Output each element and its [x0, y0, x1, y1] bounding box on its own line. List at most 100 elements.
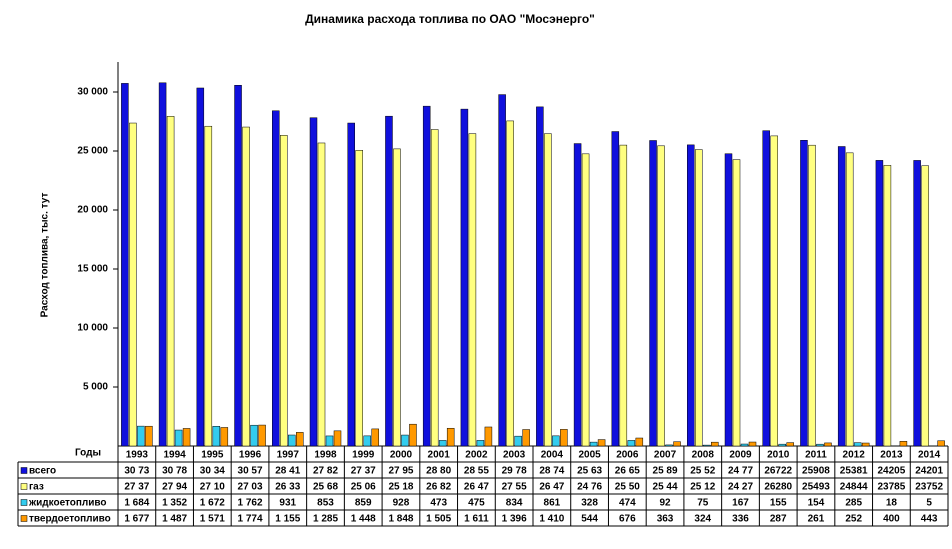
table-value: 25 68 [313, 482, 338, 493]
table-value: 1 448 [351, 514, 376, 525]
table-value: 1 155 [275, 514, 300, 525]
table-value: 26 82 [426, 482, 451, 493]
bar [334, 431, 341, 446]
table-value: 25 44 [653, 482, 678, 493]
bar [741, 444, 748, 446]
table-value: 25 89 [653, 466, 678, 477]
table-value: 24 27 [728, 482, 753, 493]
x-tick-label: 2009 [729, 450, 752, 461]
bar [544, 134, 551, 446]
y-tick-label: 5 000 [83, 382, 108, 393]
bar [183, 428, 190, 446]
bar [213, 426, 220, 446]
bar [385, 116, 392, 446]
table-value: 26722 [764, 466, 792, 477]
bar [272, 111, 279, 446]
x-tick-label: 2006 [616, 450, 639, 461]
table-value: 27 37 [124, 482, 149, 493]
x-tick-label: 1999 [352, 450, 375, 461]
table-value: 27 03 [238, 482, 263, 493]
table-value: 30 78 [162, 466, 187, 477]
table-value: 25 18 [388, 482, 413, 493]
bar [574, 144, 581, 446]
x-tick-label: 2010 [767, 450, 790, 461]
x-tick-label: 1994 [163, 450, 186, 461]
bar [129, 123, 136, 446]
bar [259, 425, 266, 446]
x-tick-label: 2003 [503, 450, 526, 461]
bar [598, 440, 605, 446]
table-value: 27 82 [313, 466, 338, 477]
table-value: 26 47 [539, 482, 564, 493]
table-value: 1 352 [162, 498, 187, 509]
table-value: 928 [393, 498, 410, 509]
bar [854, 443, 861, 446]
bar [439, 440, 446, 446]
table-value: 861 [544, 498, 561, 509]
bar [582, 154, 589, 446]
table-value: 544 [581, 514, 598, 525]
x-tick-label: 2004 [541, 450, 564, 461]
bar [423, 106, 430, 446]
x-tick-label: 1997 [277, 450, 300, 461]
table-value: 27 37 [351, 466, 376, 477]
bar [666, 445, 673, 446]
bar [620, 145, 627, 446]
bar [205, 126, 212, 446]
table-value: 28 55 [464, 466, 489, 477]
bar [560, 429, 567, 446]
bar [711, 442, 718, 446]
bar [612, 132, 619, 446]
y-tick-label: 20 000 [77, 205, 108, 216]
bar [364, 436, 371, 446]
x-tick-label: 2002 [465, 450, 488, 461]
legend-label: газ [29, 482, 44, 493]
legend-swatch [21, 516, 27, 522]
table-value: 28 74 [539, 466, 564, 477]
table-value: 1 684 [124, 498, 149, 509]
bar [876, 160, 883, 446]
table-value: 26280 [764, 482, 792, 493]
bar [523, 430, 530, 446]
table-value: 23752 [915, 482, 943, 493]
bar [197, 88, 204, 446]
y-axis-label: Расход топлива, тыс. тут [40, 193, 51, 318]
legend-label: жидкоетопливо [28, 498, 107, 509]
y-tick-label: 30 000 [77, 87, 108, 98]
bar [824, 443, 831, 446]
bar [900, 441, 907, 446]
table-value: 25 50 [615, 482, 640, 493]
bar [703, 445, 710, 446]
x-tick-label: 2007 [654, 450, 677, 461]
bar [137, 426, 144, 446]
bar [733, 160, 740, 446]
table-value: 154 [808, 498, 825, 509]
bar [636, 438, 643, 446]
bar [914, 160, 921, 446]
x-tick-label: 2013 [880, 450, 903, 461]
bar [695, 150, 702, 446]
table-value: 324 [694, 514, 711, 525]
bar [251, 425, 258, 446]
table-value: 24205 [878, 466, 906, 477]
table-value: 1 571 [200, 514, 225, 525]
table-value: 400 [883, 514, 900, 525]
table-value: 1 505 [426, 514, 451, 525]
table-value: 859 [355, 498, 372, 509]
bar [816, 444, 823, 446]
bar [447, 428, 454, 446]
table-value: 1 677 [124, 514, 149, 525]
table-value: 30 73 [124, 466, 149, 477]
bar [121, 83, 128, 446]
table-value: 287 [770, 514, 787, 525]
bar [326, 436, 333, 446]
table-value: 24201 [915, 466, 943, 477]
table-value: 155 [770, 498, 787, 509]
bar [499, 95, 506, 446]
bar [838, 147, 845, 446]
bar [628, 440, 635, 446]
legend-swatch [21, 500, 27, 506]
table-value: 1 672 [200, 498, 225, 509]
table-value: 285 [845, 498, 862, 509]
legend-label: твердоетопливо [29, 514, 111, 525]
